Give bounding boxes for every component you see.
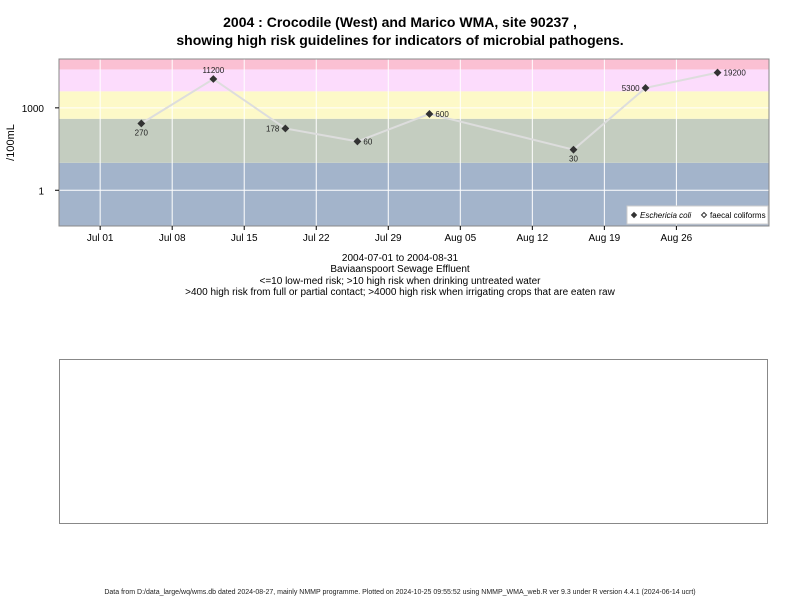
legend-label-ecoli: Eschericia coli	[640, 211, 691, 220]
data-point-2	[281, 124, 290, 133]
x-tick-label-8: Aug 26	[661, 233, 693, 244]
y-tick-label-1: 1000	[22, 104, 45, 115]
data-point-0	[137, 119, 146, 128]
empty-secondary-panel	[59, 359, 768, 524]
risk-band-2	[59, 91, 769, 119]
series-line-0	[140, 71, 718, 151]
y-tick-label-0: 1	[38, 186, 44, 197]
legend-label-faecal: faecal coliforms	[710, 211, 766, 220]
data-point-6	[641, 84, 650, 92]
data-label-6: 5300	[622, 84, 640, 93]
site-name-label: Baviaanspoort Sewage Effluent	[330, 264, 470, 275]
date-range-label: 2004-07-01 to 2004-08-31	[341, 253, 459, 264]
x-tick-label-5: Aug 05	[444, 233, 476, 244]
risk-band-1	[59, 118, 769, 163]
x-tick-label-4: Jul 29	[375, 233, 402, 244]
legend-box	[626, 205, 769, 225]
data-label-0: 270	[135, 128, 149, 137]
data-point-4	[425, 110, 434, 118]
data-label-5: 30	[569, 155, 578, 164]
legend-marker-faecal	[700, 211, 708, 219]
x-tick-label-0: Jul 01	[87, 233, 114, 244]
x-tick-label-7: Aug 19	[589, 233, 621, 244]
x-tick-label-2: Jul 15	[231, 233, 258, 244]
legend: Eschericia coli faecal coliforms	[626, 205, 769, 225]
chart-title: 2004 : Crocodile (West) and Marico WMA, …	[223, 14, 577, 30]
x-tick-label-1: Jul 08	[159, 233, 186, 244]
data-label-2: 178	[266, 124, 280, 133]
data-label-7: 19200	[724, 69, 747, 78]
chart-subtitle: showing high risk guidelines for indicat…	[176, 32, 624, 48]
risk-band-4	[59, 59, 769, 70]
data-point-3	[353, 137, 362, 146]
risk-band-3	[59, 69, 769, 92]
data-label-3: 60	[363, 137, 372, 146]
guideline-text-1: <=10 low-med risk; >10 high risk when dr…	[259, 276, 541, 287]
y-axis-label: /100mL	[5, 124, 17, 161]
x-tick-label-3: Jul 22	[303, 233, 330, 244]
guideline-text-2: >400 high risk from full or partial cont…	[185, 287, 615, 298]
legend-marker-ecoli	[630, 211, 638, 219]
data-point-7	[713, 68, 722, 77]
data-point-1	[209, 75, 218, 83]
footer-note: Data from D:/data_large/wq/wms.db dated …	[104, 589, 696, 596]
data-point-5	[569, 145, 578, 154]
x-tick-label-6: Aug 12	[516, 233, 548, 244]
data-label-4: 600	[435, 110, 449, 119]
plot-border	[58, 58, 770, 227]
data-label-1: 11200	[203, 66, 225, 75]
